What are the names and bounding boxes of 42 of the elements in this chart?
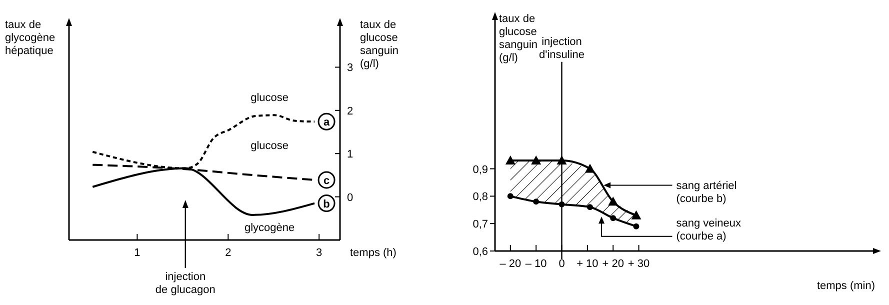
point [631,210,642,220]
point [585,164,595,173]
x-tick-label: – 20 [500,258,522,270]
point [507,193,514,200]
point [505,156,516,165]
y-tick-label: 0,6 [472,246,488,258]
point [531,156,542,165]
y-axis-title: taux de glucose sanguin (g/l) [499,13,538,64]
point [608,196,618,206]
ref-line-label: injection d'insuline [538,36,585,61]
annotation: glycogène [244,222,295,234]
text: sang veineux (courbe a) [676,217,742,242]
point [610,215,616,222]
x-tick-label: 1 [134,247,140,259]
y2-tick-label: 2 [347,105,354,118]
x-axis-title: temps (min) [816,280,875,292]
point [533,198,540,205]
x-tick-label: + 10 [576,258,598,270]
y-axis-title: taux de glycogène hépatique [5,19,56,57]
y-tick-label: 0,9 [472,164,488,176]
annotation: glucose [250,92,288,104]
y2-axis-title: taux de glucose sanguin (g/l) [360,19,399,70]
x-tick-label: 0 [558,258,565,270]
x-tick-label: 3 [316,247,322,259]
series-label: c [323,174,330,187]
text: sang artériel (courbe b) [676,180,737,206]
y2-tick-label: 3 [347,62,354,74]
x-tick-label: 2 [225,247,232,259]
y-tick-label: 0,7 [472,218,488,231]
point [633,223,640,230]
y-tick-label: 0,8 [472,191,488,204]
x-axis-title: temps (h) [350,247,396,259]
annotation: injection de glucagon [155,271,216,296]
point [587,204,593,210]
y2-tick-label: 0 [347,192,354,204]
series-label: a [323,116,330,129]
y2-tick-label: 1 [347,148,354,161]
x-tick-label: + 20 [602,258,624,270]
legend-label: b [323,198,330,210]
x-tick-label: + 30 [628,258,650,270]
annotation: glucose [250,140,288,152]
x-tick-label: – 10 [525,258,547,270]
